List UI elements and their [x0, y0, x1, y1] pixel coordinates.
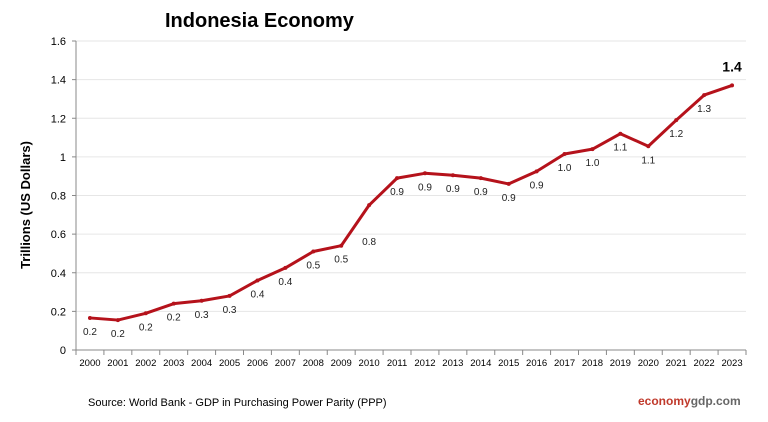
- x-tick-label: 2018: [582, 358, 603, 369]
- x-tick-label: 2008: [303, 358, 324, 369]
- data-label: 0.9: [390, 187, 404, 198]
- data-label: 0.4: [278, 277, 292, 288]
- x-tick-label: 2005: [219, 358, 240, 369]
- y-tick-label: 1.6: [51, 36, 66, 48]
- data-label: 1.3: [697, 104, 711, 115]
- data-label: 0.9: [474, 187, 488, 198]
- source-note: Source: World Bank - GDP in Purchasing P…: [88, 397, 387, 409]
- data-label: 0.5: [306, 261, 320, 272]
- x-tick-label: 2011: [387, 358, 407, 369]
- data-label: 1.1: [613, 143, 627, 154]
- data-point: [730, 83, 735, 88]
- data-label: 1.0: [586, 158, 600, 169]
- x-tick-label: 2001: [107, 358, 128, 369]
- x-tick-label: 2016: [526, 358, 547, 369]
- data-point: [618, 131, 623, 136]
- data-label: 0.3: [223, 305, 237, 316]
- x-tick-label: 2012: [414, 358, 435, 369]
- x-tick-label: 2014: [470, 358, 491, 369]
- data-label: 0.9: [502, 193, 516, 204]
- data-point: [227, 293, 232, 298]
- data-point: [311, 249, 316, 254]
- chart-title: Indonesia Economy: [165, 10, 355, 32]
- x-tick-label: 2013: [442, 358, 463, 369]
- series-line: [89, 84, 733, 322]
- data-point: [646, 144, 651, 149]
- data-label: 0.2: [139, 322, 153, 333]
- data-point: [702, 93, 707, 98]
- data-label: 0.8: [362, 237, 376, 248]
- data-point: [367, 203, 372, 208]
- data-point: [115, 318, 120, 323]
- data-label: 0.3: [195, 310, 209, 321]
- data-point: [255, 278, 260, 283]
- x-tick-label: 2020: [638, 358, 659, 369]
- brand-logo[interactable]: economygdp.com: [638, 394, 741, 408]
- data-point: [590, 147, 595, 152]
- data-point: [143, 311, 148, 316]
- data-label: 1.2: [669, 129, 683, 140]
- y-tick-label: 1.4: [51, 75, 66, 87]
- x-tick-label: 2003: [163, 358, 184, 369]
- data-point: [422, 171, 427, 176]
- x-tick-label: 2002: [135, 358, 156, 369]
- data-point: [395, 176, 400, 181]
- y-tick-label: 0.4: [51, 268, 66, 280]
- x-tick-label: 2015: [498, 358, 519, 369]
- data-point: [283, 265, 288, 270]
- y-axis-label: Trillions (US Dollars): [18, 141, 33, 269]
- data-label: 0.5: [334, 255, 348, 266]
- data-point: [534, 169, 539, 174]
- x-tick-label: 2007: [275, 358, 296, 369]
- x-tick-label: 2000: [79, 358, 100, 369]
- x-tick-label: 2004: [191, 358, 212, 369]
- y-tick-label: 0.8: [51, 191, 66, 203]
- data-label: 0.9: [418, 182, 432, 193]
- y-tick-label: 1: [60, 152, 66, 164]
- y-tick-label: 0: [60, 345, 66, 357]
- y-tick-label: 0.6: [51, 229, 66, 241]
- y-tick-label: 1.2: [51, 113, 66, 125]
- x-tick-label: 2010: [359, 358, 380, 369]
- x-tick-label: 2017: [554, 358, 575, 369]
- y-tick-label: 0.2: [51, 306, 66, 318]
- brand-part-1: economy: [638, 394, 691, 408]
- x-tick-label: 2019: [610, 358, 631, 369]
- x-tick-label: 2021: [666, 358, 687, 369]
- x-tick-label: 2006: [247, 358, 268, 369]
- data-point: [87, 315, 92, 320]
- x-tick-label: 2023: [721, 358, 742, 369]
- data-label: 0.2: [111, 329, 125, 340]
- data-label: 0.4: [251, 289, 265, 300]
- brand-part-2: gdp.com: [690, 394, 741, 408]
- data-label: 0.2: [83, 327, 97, 338]
- data-point: [199, 298, 204, 303]
- data-label: 0.9: [446, 184, 460, 195]
- data-point: [171, 301, 176, 306]
- x-tick-label: 2022: [694, 358, 715, 369]
- data-label: 0.9: [530, 180, 544, 191]
- data-point: [562, 151, 567, 156]
- data-label: 0.2: [167, 313, 181, 324]
- data-point: [339, 243, 344, 248]
- data-point: [450, 173, 455, 178]
- data-label: 1.0: [558, 163, 572, 174]
- x-tick-label: 2009: [331, 358, 352, 369]
- data-point: [478, 176, 483, 181]
- data-label: 1.1: [641, 155, 655, 166]
- data-point: [674, 118, 679, 123]
- data-point: [506, 181, 511, 186]
- data-label: 1.4: [722, 58, 742, 74]
